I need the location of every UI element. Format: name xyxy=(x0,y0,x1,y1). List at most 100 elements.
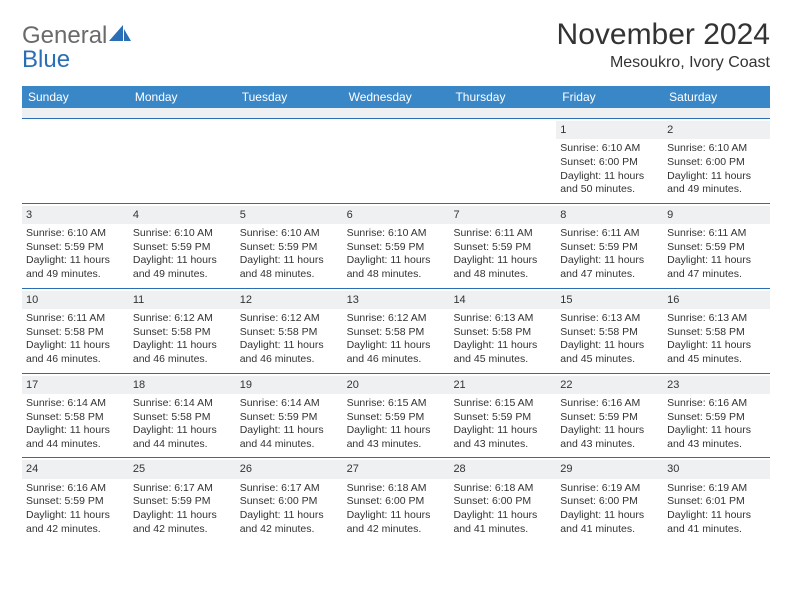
day-content: Sunrise: 6:10 AMSunset: 6:00 PMDaylight:… xyxy=(667,142,766,197)
day-content: Sunrise: 6:15 AMSunset: 5:59 PMDaylight:… xyxy=(453,397,552,452)
day-dl: Daylight: 11 hours and 42 minutes. xyxy=(240,509,339,536)
day-cell xyxy=(236,119,343,203)
day-sr: Sunrise: 6:10 AM xyxy=(560,142,659,156)
day-dl: Daylight: 11 hours and 41 minutes. xyxy=(667,509,766,536)
day-content: Sunrise: 6:18 AMSunset: 6:00 PMDaylight:… xyxy=(347,482,446,537)
logo: General Blue xyxy=(22,18,131,72)
day-ss: Sunset: 5:59 PM xyxy=(347,411,446,425)
day-ss: Sunset: 6:00 PM xyxy=(560,495,659,509)
day-number: 11 xyxy=(129,291,236,309)
day-number: 16 xyxy=(663,291,770,309)
day-cell: 1Sunrise: 6:10 AMSunset: 6:00 PMDaylight… xyxy=(556,119,663,203)
day-sr: Sunrise: 6:10 AM xyxy=(133,227,232,241)
day-cell: 17 Sunrise: 6:14 AMSunset: 5:58 PMDayligh… xyxy=(22,374,129,458)
day-sr: Sunrise: 6:18 AM xyxy=(347,482,446,496)
title-block: November 2024 Mesoukro, Ivory Coast xyxy=(557,18,770,72)
day-ss: Sunset: 5:59 PM xyxy=(26,241,125,255)
day-cell: 30Sunrise: 6:19 AMSunset: 6:01 PMDayligh… xyxy=(663,458,770,542)
day-dl: Daylight: 11 hours and 48 minutes. xyxy=(453,254,552,281)
day-content: Sunrise: 6:12 AMSunset: 5:58 PMDaylight:… xyxy=(133,312,232,367)
day-sr: Sunrise: 6:11 AM xyxy=(26,312,125,326)
day-ss: Sunset: 5:59 PM xyxy=(26,495,125,509)
day-ss: Sunset: 6:00 PM xyxy=(240,495,339,509)
day-content: Sunrise: 6:16 AMSunset: 5:59 PMDaylight:… xyxy=(26,482,125,537)
day-cell xyxy=(343,119,450,203)
weekday-header: Saturday xyxy=(663,86,770,108)
day-number: 19 xyxy=(236,376,343,394)
day-ss: Sunset: 5:59 PM xyxy=(560,411,659,425)
day-number: 24 xyxy=(22,460,129,478)
day-cell: 2 Sunrise: 6:10 AMSunset: 6:00 PMDaylight… xyxy=(663,119,770,203)
day-content: Sunrise: 6:10 AMSunset: 5:59 PMDaylight:… xyxy=(240,227,339,282)
weekday-header: Friday xyxy=(556,86,663,108)
header: General Blue November 2024 Mesoukro, Ivo… xyxy=(22,18,770,72)
day-sr: Sunrise: 6:19 AM xyxy=(560,482,659,496)
day-sr: Sunrise: 6:16 AM xyxy=(667,397,766,411)
day-cell: 20Sunrise: 6:15 AMSunset: 5:59 PMDayligh… xyxy=(343,374,450,458)
day-sr: Sunrise: 6:10 AM xyxy=(240,227,339,241)
day-ss: Sunset: 6:00 PM xyxy=(347,495,446,509)
week-row: 1Sunrise: 6:10 AMSunset: 6:00 PMDaylight… xyxy=(22,118,770,203)
day-number xyxy=(449,121,556,139)
day-content: Sunrise: 6:14 AMSunset: 5:58 PMDaylight:… xyxy=(26,397,125,452)
weekday-header: Sunday xyxy=(22,86,129,108)
day-cell: 21Sunrise: 6:15 AMSunset: 5:59 PMDayligh… xyxy=(449,374,556,458)
day-number: 5 xyxy=(236,206,343,224)
day-dl: Daylight: 11 hours and 44 minutes. xyxy=(133,424,232,451)
day-cell xyxy=(22,119,129,203)
day-cell: 24 Sunrise: 6:16 AMSunset: 5:59 PMDayligh… xyxy=(22,458,129,542)
day-content: Sunrise: 6:13 AMSunset: 5:58 PMDaylight:… xyxy=(453,312,552,367)
day-sr: Sunrise: 6:11 AM xyxy=(667,227,766,241)
weekday-header: Tuesday xyxy=(236,86,343,108)
day-number: 6 xyxy=(343,206,450,224)
day-dl: Daylight: 11 hours and 46 minutes. xyxy=(133,339,232,366)
day-content: Sunrise: 6:13 AMSunset: 5:58 PMDaylight:… xyxy=(560,312,659,367)
day-cell: 23Sunrise: 6:16 AMSunset: 5:59 PMDayligh… xyxy=(663,374,770,458)
day-dl: Daylight: 11 hours and 41 minutes. xyxy=(560,509,659,536)
day-ss: Sunset: 5:59 PM xyxy=(560,241,659,255)
day-cell: 15Sunrise: 6:13 AMSunset: 5:58 PMDayligh… xyxy=(556,289,663,373)
day-cell: 18Sunrise: 6:14 AMSunset: 5:58 PMDayligh… xyxy=(129,374,236,458)
day-number xyxy=(343,121,450,139)
day-dl: Daylight: 11 hours and 46 minutes. xyxy=(240,339,339,366)
day-number: 14 xyxy=(449,291,556,309)
day-ss: Sunset: 5:58 PM xyxy=(26,326,125,340)
day-sr: Sunrise: 6:10 AM xyxy=(347,227,446,241)
day-sr: Sunrise: 6:17 AM xyxy=(133,482,232,496)
day-cell: 5 Sunrise: 6:10 AMSunset: 5:59 PMDaylight… xyxy=(236,204,343,288)
day-content: Sunrise: 6:10 AMSunset: 5:59 PMDaylight:… xyxy=(133,227,232,282)
day-cell: 25Sunrise: 6:17 AMSunset: 5:59 PMDayligh… xyxy=(129,458,236,542)
day-number: 12 xyxy=(236,291,343,309)
day-content: Sunrise: 6:17 AMSunset: 6:00 PMDaylight:… xyxy=(240,482,339,537)
day-ss: Sunset: 5:58 PM xyxy=(133,326,232,340)
page-subtitle: Mesoukro, Ivory Coast xyxy=(557,54,770,72)
logo-text-general: General xyxy=(22,22,107,49)
day-ss: Sunset: 5:58 PM xyxy=(453,326,552,340)
day-content: Sunrise: 6:14 AMSunset: 5:59 PMDaylight:… xyxy=(240,397,339,452)
day-ss: Sunset: 5:58 PM xyxy=(133,411,232,425)
day-number: 20 xyxy=(343,376,450,394)
day-content: Sunrise: 6:19 AMSunset: 6:00 PMDaylight:… xyxy=(560,482,659,537)
day-sr: Sunrise: 6:11 AM xyxy=(453,227,552,241)
day-ss: Sunset: 6:00 PM xyxy=(453,495,552,509)
day-number: 17 xyxy=(22,376,129,394)
day-ss: Sunset: 5:59 PM xyxy=(240,241,339,255)
day-cell xyxy=(449,119,556,203)
day-dl: Daylight: 11 hours and 42 minutes. xyxy=(26,509,125,536)
day-dl: Daylight: 11 hours and 42 minutes. xyxy=(347,509,446,536)
day-sr: Sunrise: 6:11 AM xyxy=(560,227,659,241)
day-cell: 28Sunrise: 6:18 AMSunset: 6:00 PMDayligh… xyxy=(449,458,556,542)
day-number: 28 xyxy=(449,460,556,478)
day-number: 2 xyxy=(663,121,770,139)
day-cell: 3Sunrise: 6:10 AMSunset: 5:59 PMDaylight… xyxy=(22,204,129,288)
day-content: Sunrise: 6:14 AMSunset: 5:58 PMDaylight:… xyxy=(133,397,232,452)
day-cell: 10Sunrise: 6:11 AMSunset: 5:58 PMDayligh… xyxy=(22,289,129,373)
day-sr: Sunrise: 6:10 AM xyxy=(26,227,125,241)
day-ss: Sunset: 5:59 PM xyxy=(133,241,232,255)
day-dl: Daylight: 11 hours and 47 minutes. xyxy=(560,254,659,281)
day-dl: Daylight: 11 hours and 44 minutes. xyxy=(26,424,125,451)
day-content: Sunrise: 6:10 AMSunset: 5:59 PMDaylight:… xyxy=(26,227,125,282)
day-dl: Daylight: 11 hours and 43 minutes. xyxy=(453,424,552,451)
day-dl: Daylight: 11 hours and 49 minutes. xyxy=(26,254,125,281)
day-content: Sunrise: 6:16 AMSunset: 5:59 PMDaylight:… xyxy=(560,397,659,452)
